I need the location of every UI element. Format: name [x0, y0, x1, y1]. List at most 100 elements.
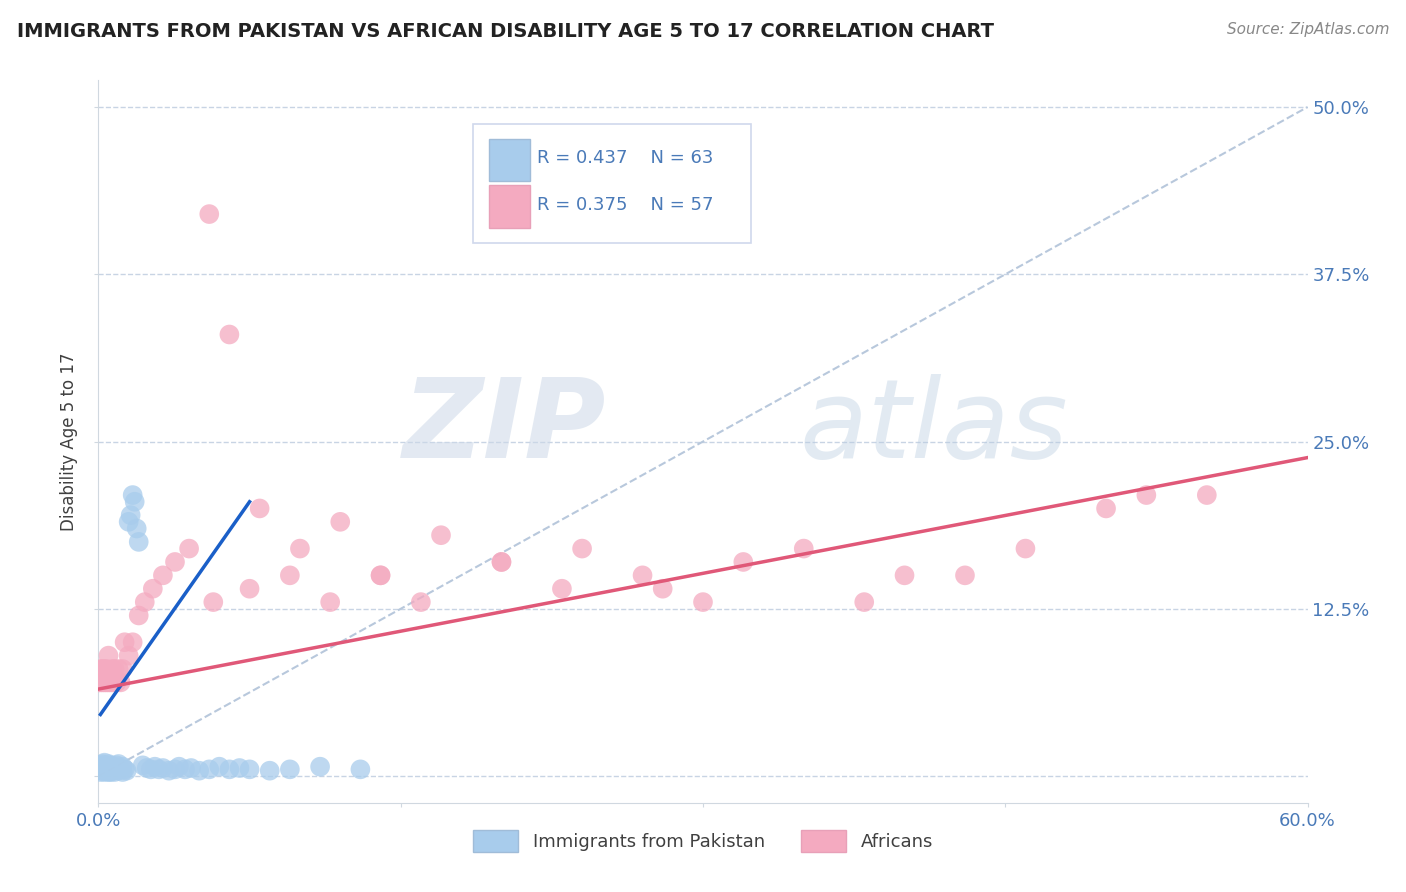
Point: [1095, 501, 1118, 516]
Point: [198, 762, 221, 776]
Point: [259, 764, 281, 778]
Point: [409, 595, 432, 609]
Point: [97, 761, 120, 775]
Point: [89, 758, 111, 772]
Point: [103, 760, 125, 774]
Point: [278, 568, 301, 582]
Point: [89, 675, 111, 690]
Point: [91, 761, 114, 775]
Point: [134, 595, 156, 609]
Point: [239, 762, 262, 776]
Point: [118, 515, 141, 529]
Point: [118, 648, 141, 663]
Point: [152, 761, 174, 775]
Point: [97, 756, 120, 771]
Point: [208, 760, 231, 774]
Point: [1195, 488, 1218, 502]
Point: [143, 760, 166, 774]
Point: [93, 662, 115, 676]
Point: [91, 764, 114, 778]
Point: [93, 758, 115, 772]
Point: [93, 675, 115, 690]
Point: [103, 662, 125, 676]
Point: [329, 515, 352, 529]
Point: [1014, 541, 1036, 556]
Point: [228, 761, 250, 775]
Point: [91, 662, 114, 676]
Point: [100, 765, 122, 780]
Point: [148, 762, 170, 776]
Point: [100, 758, 122, 772]
Point: [288, 541, 311, 556]
Point: [97, 648, 120, 663]
Point: [491, 555, 513, 569]
Point: [91, 675, 114, 690]
Text: Source: ZipAtlas.com: Source: ZipAtlas.com: [1226, 22, 1389, 37]
Point: [93, 756, 115, 770]
Point: [551, 582, 574, 596]
Point: [202, 595, 225, 609]
Point: [128, 608, 150, 623]
Point: [651, 582, 673, 596]
Point: [163, 555, 186, 569]
Point: [218, 327, 240, 342]
Text: ZIP: ZIP: [402, 374, 606, 481]
Point: [93, 761, 115, 775]
Point: [93, 765, 115, 780]
Point: [103, 765, 125, 780]
Text: IMMIGRANTS FROM PAKISTAN VS AFRICAN DISABILITY AGE 5 TO 17 CORRELATION CHART: IMMIGRANTS FROM PAKISTAN VS AFRICAN DISA…: [17, 22, 994, 41]
Point: [96, 762, 118, 776]
Point: [121, 635, 143, 649]
Point: [132, 758, 155, 772]
FancyBboxPatch shape: [489, 139, 530, 181]
Point: [114, 635, 136, 649]
Point: [89, 762, 111, 776]
Point: [430, 528, 453, 542]
Point: [101, 662, 124, 676]
Text: atlas: atlas: [800, 374, 1069, 481]
Point: [111, 662, 134, 676]
Point: [167, 760, 190, 774]
Point: [111, 760, 134, 774]
Point: [96, 760, 118, 774]
Point: [793, 541, 815, 556]
Point: [97, 765, 120, 780]
Point: [179, 541, 201, 556]
Point: [110, 675, 132, 690]
Point: [893, 568, 915, 582]
Point: [89, 765, 111, 780]
Point: [370, 568, 392, 582]
Point: [101, 675, 124, 690]
Point: [1135, 488, 1157, 502]
Point: [953, 568, 976, 582]
Point: [105, 758, 128, 772]
Legend: Immigrants from Pakistan, Africans: Immigrants from Pakistan, Africans: [465, 822, 941, 859]
Point: [87, 675, 110, 690]
Point: [100, 762, 122, 776]
Point: [370, 568, 392, 582]
Point: [692, 595, 714, 609]
Point: [139, 762, 162, 776]
Point: [174, 762, 197, 776]
Point: [101, 764, 124, 778]
Point: [571, 541, 593, 556]
Point: [96, 675, 118, 690]
Point: [135, 761, 157, 775]
Point: [349, 762, 371, 776]
Point: [125, 521, 148, 535]
Point: [278, 762, 301, 776]
Point: [631, 568, 654, 582]
Point: [188, 764, 211, 778]
Point: [111, 765, 134, 780]
FancyBboxPatch shape: [489, 185, 530, 227]
FancyBboxPatch shape: [474, 124, 751, 243]
Point: [124, 494, 146, 508]
Point: [97, 675, 120, 690]
Point: [91, 756, 114, 771]
Point: [91, 760, 114, 774]
Point: [142, 582, 165, 596]
Point: [105, 762, 128, 776]
Point: [239, 582, 262, 596]
Point: [100, 675, 122, 690]
Point: [101, 761, 124, 775]
